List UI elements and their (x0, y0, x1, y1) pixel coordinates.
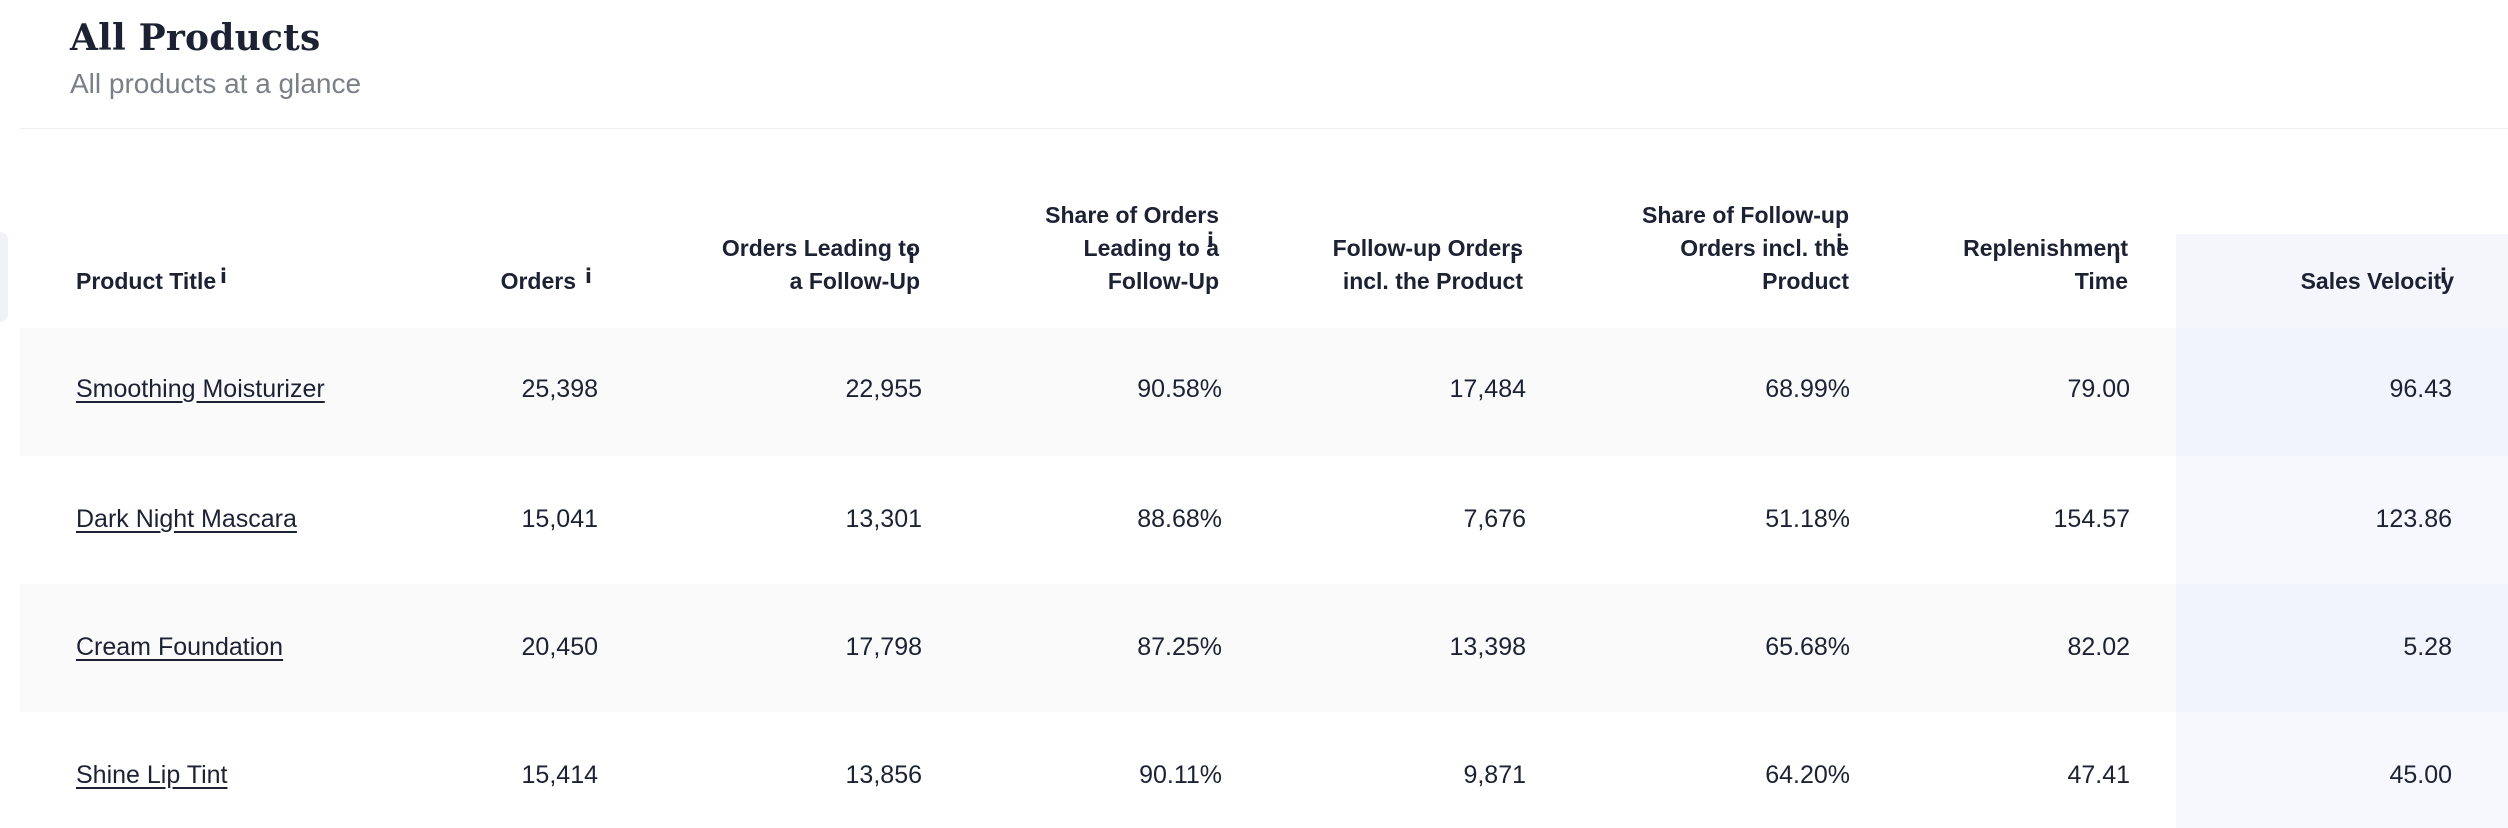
orders-cell: 25,398 (521, 375, 598, 403)
share-followup-cell: 64.20% (1765, 761, 1850, 789)
product-link[interactable]: Smoothing Moisturizer (76, 375, 325, 403)
info-icon[interactable]: i (908, 244, 915, 268)
info-icon[interactable]: i (585, 264, 592, 288)
col-header-line: Leading to a (1083, 235, 1219, 261)
col-header-follow-up-orders-incl-product[interactable]: Follow-up Orders incl. the Product (1333, 232, 1523, 298)
row-highlight-cell (2176, 712, 2508, 828)
share-followup-cell: 51.18% (1765, 505, 1850, 533)
share-orders-cell: 87.25% (1137, 633, 1222, 661)
info-icon[interactable]: i (1510, 244, 1517, 268)
col-header-line: Orders incl. the (1680, 235, 1849, 261)
product-link[interactable]: Dark Night Mascara (76, 505, 297, 533)
col-header-orders[interactable]: Orders (501, 265, 576, 298)
info-icon[interactable]: i (220, 264, 227, 288)
col-header-line: Follow-up Orders (1332, 235, 1523, 261)
velocity-cell: 123.86 (2375, 505, 2452, 533)
velocity-cell: 5.28 (2403, 633, 2452, 661)
orders-cell: 15,414 (521, 761, 598, 789)
page-subtitle: All products at a glance (70, 68, 362, 99)
col-header-orders-leading-to-follow-up[interactable]: Orders Leading to a Follow-Up (722, 232, 920, 298)
col-header-share-of-follow-up-orders-incl-product[interactable]: Share of Follow-up Orders incl. the Prod… (1642, 199, 1849, 298)
orders-followup-cell: 13,856 (845, 761, 922, 789)
orders-cell: 15,041 (521, 505, 598, 533)
collapsed-panel-tab[interactable] (0, 232, 8, 322)
info-icon[interactable]: i (1207, 228, 1214, 252)
page-title: All Products (70, 17, 321, 59)
col-header-line: Orders Leading to (721, 235, 920, 261)
col-header-label: Sales Velocity (2300, 268, 2454, 294)
product-link[interactable]: Cream Foundation (76, 633, 284, 661)
orders-followup-cell: 13,301 (845, 505, 922, 533)
page-header: All Products All products at a glance (70, 14, 361, 104)
table-row: Smoothing Moisturizer 25,398 22,955 90.5… (20, 328, 2508, 456)
share-followup-cell: 68.99% (1765, 375, 1850, 403)
row-highlight-cell (2176, 584, 2508, 712)
col-header-line: incl. the Product (1342, 268, 1523, 294)
col-header-line: Follow-Up (1107, 268, 1219, 294)
col-header-line: a Follow-Up (789, 268, 920, 294)
info-icon[interactable]: i (2440, 264, 2447, 288)
replenishment-cell: 154.57 (2053, 505, 2130, 533)
col-header-line: Replenishment (1963, 235, 2128, 261)
col-header-label: Product Title (76, 268, 217, 294)
col-header-replenishment-time[interactable]: Replenishment Time (1963, 232, 2128, 298)
product-link[interactable]: Shine Lip Tint (76, 761, 228, 789)
orders-followup-cell: 22,955 (845, 375, 922, 403)
info-icon[interactable]: i (1836, 230, 1843, 254)
followup-orders-cell: 13,398 (1449, 633, 1526, 661)
table-row: Dark Night Mascara 15,041 13,301 88.68% … (20, 456, 2508, 584)
followup-orders-cell: 17,484 (1449, 375, 1526, 403)
followup-orders-cell: 7,676 (1463, 505, 1526, 533)
row-highlight-cell (2176, 328, 2508, 456)
orders-followup-cell: 17,798 (845, 633, 922, 661)
followup-orders-cell: 9,871 (1463, 761, 1526, 789)
header-divider (20, 128, 2508, 129)
col-header-line: Share of Orders (1045, 202, 1219, 228)
orders-cell: 20,450 (521, 633, 598, 661)
col-header-label: Orders (500, 268, 576, 294)
col-header-line: Time (2074, 268, 2128, 294)
col-header-line: Share of Follow-up (1642, 202, 1849, 228)
share-orders-cell: 90.11% (1139, 761, 1222, 789)
col-header-product-title[interactable]: Product Title (76, 265, 216, 298)
table-row: Shine Lip Tint 15,414 13,856 90.11% 9,87… (20, 712, 2508, 828)
share-orders-cell: 88.68% (1137, 505, 1222, 533)
share-followup-cell: 65.68% (1765, 633, 1850, 661)
row-highlight-cell (2176, 456, 2508, 584)
table-row: Cream Foundation 20,450 17,798 87.25% 13… (20, 584, 2508, 712)
share-orders-cell: 90.58% (1137, 375, 1222, 403)
col-header-line: Product (1762, 268, 1849, 294)
products-table: Product Title i Orders i Orders Leading … (20, 0, 2508, 828)
replenishment-cell: 47.41 (2067, 761, 2130, 789)
col-header-sales-velocity[interactable]: Sales Velocity (2301, 265, 2454, 298)
replenishment-cell: 82.02 (2067, 633, 2130, 661)
velocity-cell: 45.00 (2389, 761, 2452, 789)
info-icon[interactable]: i (2114, 244, 2121, 268)
replenishment-cell: 79.00 (2067, 375, 2130, 403)
col-header-share-of-orders-leading-to-follow-up[interactable]: Share of Orders Leading to a Follow-Up (1045, 199, 1219, 298)
velocity-cell: 96.43 (2389, 375, 2452, 403)
